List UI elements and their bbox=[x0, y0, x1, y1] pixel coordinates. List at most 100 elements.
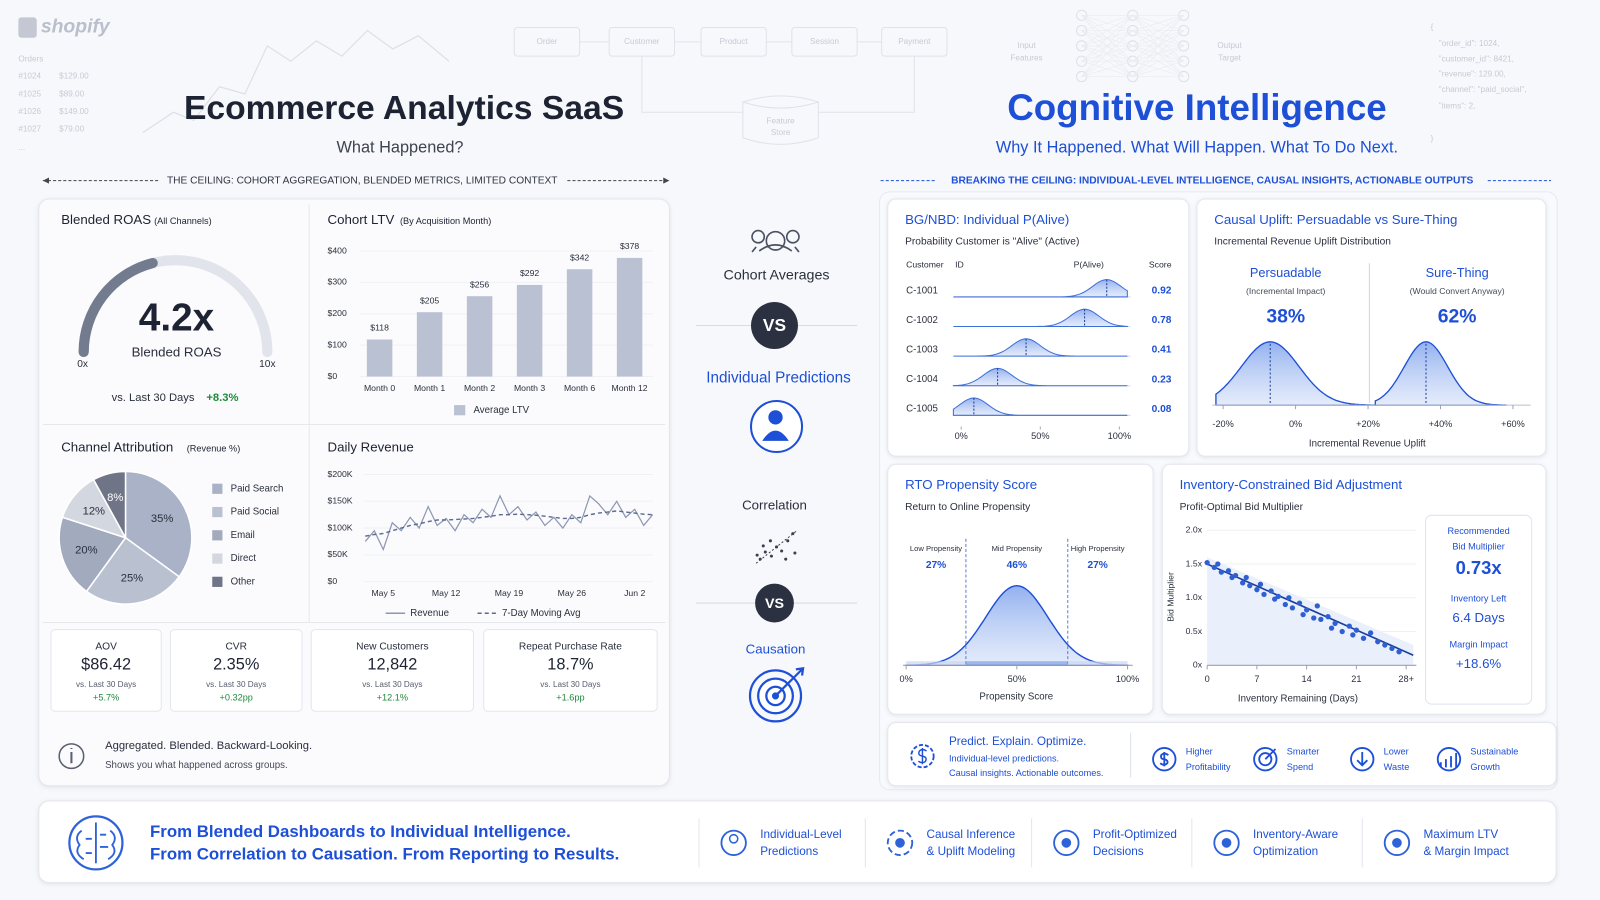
scatter-point bbox=[1286, 595, 1292, 601]
y-tick-label: 1.5x bbox=[1186, 558, 1203, 568]
x-tick-label: May 12 bbox=[432, 588, 461, 598]
x-tick-label: 0% bbox=[1289, 419, 1302, 429]
bar bbox=[366, 339, 393, 377]
scatter-point bbox=[1215, 561, 1221, 567]
label: Repeat Purchase Rate bbox=[519, 642, 622, 653]
data-label: $342 bbox=[570, 252, 589, 262]
scatter-icon bbox=[755, 553, 759, 557]
y-tick-label: $100K bbox=[328, 522, 353, 532]
label: Spend bbox=[1287, 762, 1314, 772]
x-tick-label: Month 2 bbox=[464, 383, 495, 393]
label: $89.00 bbox=[59, 89, 84, 98]
banner-icon-core bbox=[1221, 838, 1232, 848]
label: "channel": "paid_social", bbox=[1439, 85, 1527, 94]
data-label: $256 bbox=[470, 279, 489, 289]
label: Output bbox=[1217, 41, 1242, 50]
scatter-point bbox=[1247, 582, 1253, 589]
label: Individual-Level bbox=[760, 828, 841, 841]
store-cylinder bbox=[742, 95, 819, 145]
label: $79.00 bbox=[59, 125, 84, 134]
label: Features bbox=[1010, 53, 1042, 62]
label: vs. Last 30 Days bbox=[362, 680, 422, 689]
nn-edge bbox=[1132, 15, 1184, 62]
label: "revenue": 129.00, bbox=[1439, 70, 1506, 79]
scatter-point bbox=[1254, 587, 1260, 593]
x-tick-label: 0% bbox=[955, 431, 968, 441]
scatter-point bbox=[1225, 568, 1232, 574]
pie-slice bbox=[85, 536, 181, 605]
target-icon bbox=[765, 685, 786, 707]
x-tick-label: 14 bbox=[1302, 674, 1312, 684]
scatter-point bbox=[1268, 588, 1274, 594]
legend-label: Email bbox=[231, 530, 255, 541]
data-label: 35% bbox=[151, 513, 173, 525]
scatter-point bbox=[1300, 611, 1306, 618]
share: 27% bbox=[926, 560, 946, 571]
label: Session bbox=[810, 37, 839, 46]
label: Sure-Thing bbox=[1426, 265, 1489, 280]
label: Probability Customer is "Alive" (Active) bbox=[905, 237, 1079, 248]
pie-slice bbox=[92, 470, 127, 539]
density bbox=[953, 308, 1128, 328]
legend-label: 7-Day Moving Avg bbox=[502, 608, 580, 619]
info-icon bbox=[58, 743, 85, 770]
kpi-value: 2.35% bbox=[213, 656, 259, 674]
scatter-icon bbox=[780, 549, 784, 553]
label: Individual Predictions bbox=[706, 370, 851, 387]
axis-label: Bid Multiplier bbox=[1166, 572, 1176, 622]
label: Causal Uplift: Persuadable vs Sure-Thing bbox=[1214, 212, 1457, 227]
x-tick-label: 100% bbox=[1116, 674, 1139, 684]
kpi-card bbox=[50, 629, 162, 712]
x-tick-label: Month 12 bbox=[612, 383, 648, 393]
legend-label: Average LTV bbox=[473, 405, 529, 416]
label: Persuadable bbox=[1250, 265, 1322, 280]
scatter-point bbox=[1257, 581, 1264, 587]
label: Payment bbox=[898, 37, 931, 46]
scatter-point bbox=[1289, 605, 1296, 611]
x-tick-label: 50% bbox=[1008, 674, 1026, 684]
scatter-point bbox=[1353, 627, 1360, 633]
banner-icon bbox=[1213, 829, 1240, 857]
target-arrow bbox=[774, 667, 805, 697]
scatter-point bbox=[1240, 580, 1246, 586]
benefit-glyph bbox=[1356, 752, 1368, 767]
label: (All Channels) bbox=[154, 216, 212, 226]
label: Blended ROAS bbox=[61, 212, 151, 227]
score: 0.78 bbox=[1152, 315, 1172, 326]
label: Orders bbox=[18, 54, 43, 63]
label: (Would Convert Anyway) bbox=[1410, 286, 1505, 296]
label: Higher bbox=[1186, 746, 1213, 756]
label: BG/NBD: Individual P(Alive) bbox=[905, 212, 1069, 227]
x-tick-label: Month 0 bbox=[364, 383, 395, 393]
dollar-glyph bbox=[917, 747, 927, 765]
label: { bbox=[1431, 23, 1434, 32]
label: Correlation bbox=[742, 498, 807, 513]
benefit-glyph bbox=[1439, 753, 1458, 768]
scatter-point bbox=[1360, 635, 1367, 641]
y-tick-label: $50K bbox=[328, 549, 348, 559]
segment-band bbox=[1067, 661, 1128, 666]
label: 0x bbox=[77, 359, 88, 370]
label: Bid Multiplier bbox=[1452, 541, 1505, 551]
card bbox=[887, 198, 1190, 457]
nn-edge bbox=[1081, 45, 1133, 77]
label: (By Acquisition Month) bbox=[400, 216, 491, 226]
label: +8.3% bbox=[206, 392, 238, 404]
scatter-point bbox=[1375, 639, 1381, 645]
label: Profit-Optimal Bid Multiplier bbox=[1180, 502, 1304, 513]
legend-swatch bbox=[212, 483, 223, 494]
y-tick-label: $0 bbox=[328, 371, 338, 381]
y-tick-label: 0.5x bbox=[1186, 626, 1203, 636]
legend-swatch bbox=[212, 506, 223, 518]
x-tick-label: 0% bbox=[899, 674, 912, 684]
nn-edge bbox=[1081, 15, 1133, 31]
scatter-icon bbox=[793, 551, 797, 555]
label: Incremental Revenue Uplift Distribution bbox=[1214, 237, 1391, 248]
benefit-icon bbox=[1350, 747, 1375, 772]
scatter-point bbox=[1211, 564, 1217, 571]
benefit-icon bbox=[1436, 747, 1462, 772]
y-tick-label: $100 bbox=[328, 339, 347, 349]
label: "items": 2, bbox=[1439, 101, 1476, 110]
banner-icon-core bbox=[1061, 838, 1072, 848]
legend-label: Paid Search bbox=[231, 483, 284, 494]
